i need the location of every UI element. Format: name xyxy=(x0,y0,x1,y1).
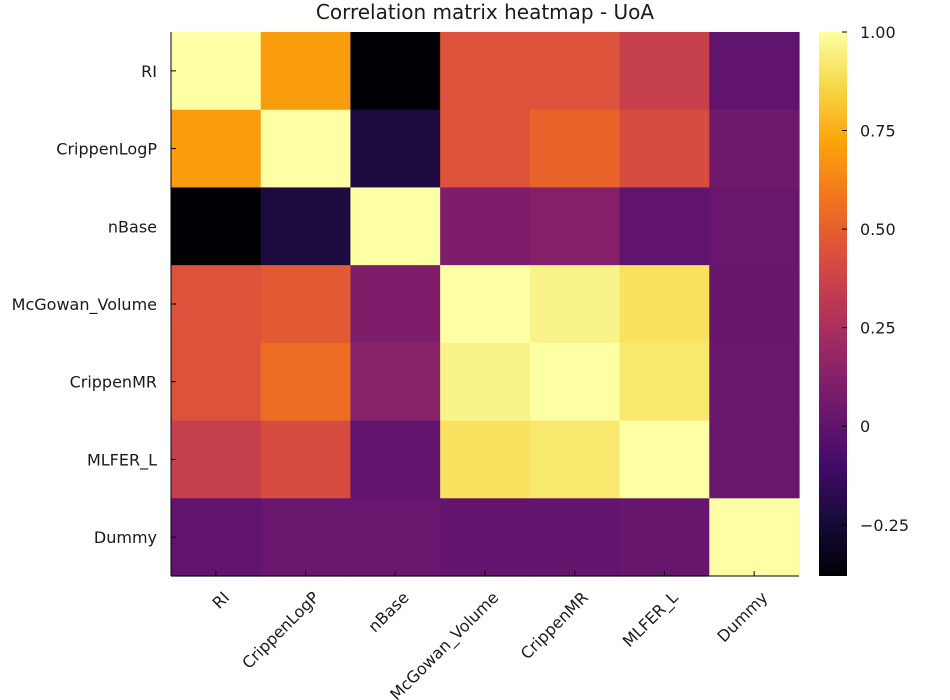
y-tick-label: Dummy xyxy=(94,528,157,547)
heatmap-cell-nBase-McGowan_Volume xyxy=(440,187,531,266)
heatmap-cell-McGowan_Volume-MLFER_L xyxy=(619,265,710,344)
heatmap-cell-MLFER_L-CrippenLogP xyxy=(260,420,352,499)
heatmap-cell-McGowan_Volume-Dummy xyxy=(709,265,800,344)
heatmap-cell-Dummy-CrippenMR xyxy=(529,498,621,577)
heatmap-cell-Dummy-McGowan_Volume xyxy=(440,498,531,577)
heatmap-cell-MLFER_L-CrippenMR xyxy=(529,420,621,499)
heatmap-cell-nBase-nBase xyxy=(350,187,441,266)
heatmap-cell-McGowan_Volume-CrippenLogP xyxy=(260,265,352,344)
heatmap-cell-CrippenMR-RI xyxy=(171,342,262,422)
chart-title: Correlation matrix heatmap - UoA xyxy=(316,0,655,24)
colorbar-tick-label: 1.00 xyxy=(860,23,896,42)
heatmap-cell-Dummy-CrippenLogP xyxy=(260,498,352,577)
y-tick-labels: RI CrippenLogP nBase McGowan_Volume CrippenM… xyxy=(12,62,158,547)
heatmap-cell-CrippenLogP-CrippenMR xyxy=(529,109,621,189)
heatmap-cell-CrippenMR-nBase xyxy=(350,342,441,422)
y-tick-label: MLFER_L xyxy=(87,450,157,470)
heatmap-cell-CrippenMR-MLFER_L xyxy=(619,342,710,422)
heatmap-cell-nBase-Dummy xyxy=(709,187,800,266)
heatmap-cell-MLFER_L-nBase xyxy=(350,420,441,499)
colorbar-tick-label: 0.25 xyxy=(860,319,896,338)
y-tick-label: RI xyxy=(141,62,157,81)
y-tick-label: CrippenLogP xyxy=(56,140,157,159)
heatmap-cell-CrippenLogP-MLFER_L xyxy=(619,109,710,189)
x-tick-label: nBase xyxy=(364,588,412,636)
heatmap-cell-RI-MLFER_L xyxy=(619,32,710,111)
heatmap-cell-MLFER_L-Dummy xyxy=(709,420,800,499)
heatmap-cell-RI-Dummy xyxy=(709,32,800,111)
heatmap-cell-Dummy-RI xyxy=(171,498,262,577)
heatmap-cell-RI-RI xyxy=(171,32,262,111)
y-tick-label: nBase xyxy=(108,217,157,236)
heatmap-cell-Dummy-Dummy xyxy=(709,498,800,577)
heatmap-cell-RI-CrippenLogP xyxy=(260,32,352,111)
heatmap-cell-RI-McGowan_Volume xyxy=(440,32,531,111)
colorbar-tick-label: 0.75 xyxy=(860,122,896,141)
heatmap-cell-CrippenLogP-McGowan_Volume xyxy=(440,109,531,189)
heatmap-cell-nBase-RI xyxy=(171,187,262,266)
colorbar-tick-label: 0 xyxy=(860,417,870,436)
x-tick-label: Dummy xyxy=(713,588,771,646)
y-tick-label: McGowan_Volume xyxy=(12,295,157,315)
x-tick-label: CrippenLogP xyxy=(238,588,323,673)
heatmap-cell-MLFER_L-RI xyxy=(171,420,262,499)
heatmap-cell-McGowan_Volume-CrippenMR xyxy=(529,265,621,344)
x-tick-label: RI xyxy=(209,588,234,613)
heatmap-cell-Dummy-nBase xyxy=(350,498,441,577)
heatmap-cell-McGowan_Volume-RI xyxy=(171,265,262,344)
heatmap-cell-CrippenMR-CrippenMR xyxy=(529,342,621,422)
colorbar: 1.00 0.75 0.50 0.25 0 −0.25 xyxy=(819,23,909,576)
heatmap-cell-CrippenMR-CrippenLogP xyxy=(260,342,352,422)
y-tick-label: CrippenMR xyxy=(70,373,157,392)
heatmap-cell-nBase-CrippenLogP xyxy=(260,187,352,266)
heatmap-cell-MLFER_L-MLFER_L xyxy=(619,420,710,499)
heatmap-cell-RI-nBase xyxy=(350,32,441,111)
heatmap-cell-nBase-CrippenMR xyxy=(529,187,621,266)
heatmap-cell-Dummy-MLFER_L xyxy=(619,498,710,577)
heatmap-cell-CrippenMR-McGowan_Volume xyxy=(440,342,531,422)
heatmap-cell-nBase-MLFER_L xyxy=(619,187,710,266)
heatmap-cell-CrippenLogP-nBase xyxy=(350,109,441,189)
heatmap-cell-McGowan_Volume-McGowan_Volume xyxy=(440,265,531,344)
heatmap-cell-CrippenLogP-RI xyxy=(171,109,262,189)
plot-axes xyxy=(170,32,799,577)
heatmap-cells xyxy=(171,32,800,577)
colorbar-gradient xyxy=(819,32,847,576)
heatmap-cell-MLFER_L-McGowan_Volume xyxy=(440,420,531,499)
x-tick-label: CrippenMR xyxy=(517,588,592,663)
heatmap-cell-CrippenMR-Dummy xyxy=(709,342,800,422)
colorbar-tick-label: −0.25 xyxy=(860,516,909,535)
heatmap-cell-RI-CrippenMR xyxy=(529,32,621,111)
heatmap-cell-CrippenLogP-Dummy xyxy=(709,109,800,189)
x-tick-label: MLFER_L xyxy=(619,588,683,652)
heatmap-cell-CrippenLogP-CrippenLogP xyxy=(260,109,352,189)
colorbar-tick-label: 0.50 xyxy=(860,220,896,239)
heatmap-cell-McGowan_Volume-nBase xyxy=(350,265,441,344)
